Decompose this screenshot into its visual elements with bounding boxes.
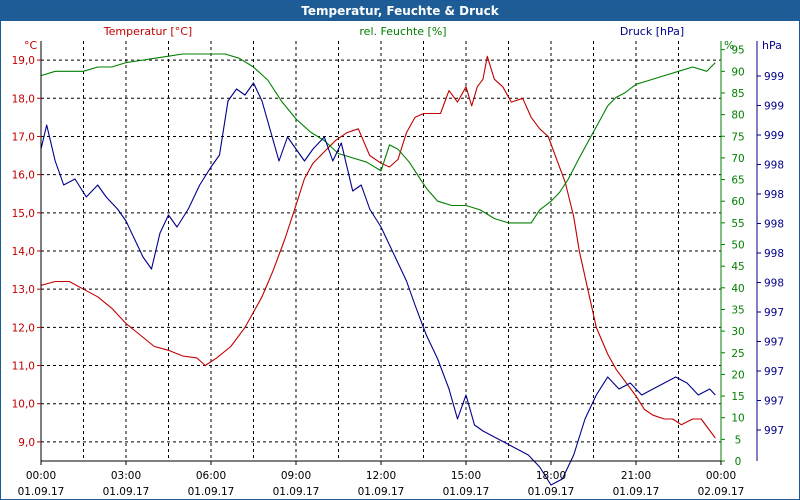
x-tick-date: 01.09.17 xyxy=(103,486,150,498)
pressure-tick-label: 999 xyxy=(764,130,784,142)
humidity-tick-label: 30 xyxy=(731,326,744,338)
x-tick-time: 09:00 xyxy=(281,470,311,482)
pressure-tick-label: 997 xyxy=(764,366,784,378)
temp-tick-label: 19,0 xyxy=(12,55,35,67)
pressure-tick-label: 998 xyxy=(764,160,784,172)
humidity-tick-label: 0 xyxy=(735,456,742,468)
x-tick-date: 01.09.17 xyxy=(358,486,405,498)
axes xyxy=(37,41,761,465)
humidity-tick-label: 20 xyxy=(731,369,744,381)
x-tick-time: 12:00 xyxy=(366,470,396,482)
temp-tick-label: 11,0 xyxy=(12,361,35,373)
humidity-tick-label: 65 xyxy=(731,175,744,187)
temp-tick-label: 17,0 xyxy=(12,131,35,143)
pressure-tick-label: 998 xyxy=(764,189,784,201)
temperature-series-line xyxy=(40,55,716,439)
x-tick-time: 00:00 xyxy=(26,470,56,482)
x-tick-time: 18:00 xyxy=(536,470,566,482)
humidity-tick-label: 25 xyxy=(731,348,744,360)
x-tick-time: 03:00 xyxy=(111,470,141,482)
humidity-tick-label: 35 xyxy=(731,304,744,316)
x-tick-date: 01.09.17 xyxy=(443,486,490,498)
temp-tick-label: 10,0 xyxy=(12,399,35,411)
temp-tick-label: 13,0 xyxy=(12,284,35,296)
humidity-tick-label: 15 xyxy=(731,391,744,403)
series-layer xyxy=(40,53,716,486)
humidity-series-line xyxy=(40,53,716,224)
humidity-tick-label: 95 xyxy=(731,45,744,57)
pressure-unit: hPa xyxy=(762,39,782,52)
pressure-axis-title: Druck [hPa] xyxy=(620,25,684,38)
humidity-tick-label: 75 xyxy=(731,131,744,143)
x-tick-time: 00:00 xyxy=(706,470,736,482)
labels: 19,0 18,0 17,0 16,0 15,0 14,0 13,0 12,0 11,0 10,0… xyxy=(12,25,784,498)
grid xyxy=(41,41,722,461)
humidity-tick-label: 70 xyxy=(731,153,744,165)
x-tick-time: 21:00 xyxy=(621,470,651,482)
humidity-tick-label: 60 xyxy=(731,196,744,208)
pressure-tick-label: 999 xyxy=(764,101,784,113)
pressure-tick-label: 997 xyxy=(764,307,784,319)
pressure-tick-label: 998 xyxy=(764,278,784,290)
pressure-tick-label: 998 xyxy=(764,248,784,260)
temp-tick-label: 12,0 xyxy=(12,322,35,334)
temp-tick-label: 15,0 xyxy=(12,208,35,220)
x-tick-date: 01.09.17 xyxy=(613,486,660,498)
temperature-axis-title: Temperatur [°C] xyxy=(103,25,192,38)
humidity-tick-label: 10 xyxy=(731,413,744,425)
x-tick-date: 02.09.17 xyxy=(698,486,745,498)
x-tick-date: 01.09.17 xyxy=(528,486,575,498)
pressure-tick-label: 997 xyxy=(764,425,784,437)
pressure-tick-label: 997 xyxy=(764,396,784,408)
humidity-tick-label: 40 xyxy=(731,283,744,295)
humidity-unit: % xyxy=(724,39,734,52)
humidity-tick-label: 50 xyxy=(731,240,744,252)
temp-tick-label: 16,0 xyxy=(12,170,35,182)
pressure-tick-label: 999 xyxy=(764,71,784,83)
temp-tick-label: 14,0 xyxy=(12,246,35,258)
pressure-series-line xyxy=(40,82,716,486)
humidity-tick-label: 80 xyxy=(731,110,744,122)
x-tick-time: 06:00 xyxy=(196,470,226,482)
humidity-tick-label: 45 xyxy=(731,261,744,273)
pressure-tick-label: 997 xyxy=(764,337,784,349)
x-tick-date: 01.09.17 xyxy=(18,486,65,498)
temperature-unit: °C xyxy=(24,39,38,52)
humidity-tick-label: 90 xyxy=(731,66,744,78)
pressure-tick-label: 998 xyxy=(764,219,784,231)
temp-tick-label: 18,0 xyxy=(12,93,35,105)
window-title: Temperatur, Feuchte & Druck xyxy=(1,1,799,21)
humidity-tick-label: 55 xyxy=(731,218,744,230)
x-tick-date: 01.09.17 xyxy=(188,486,235,498)
humidity-axis-title: rel. Feuchte [%] xyxy=(359,25,446,38)
x-tick-date: 01.09.17 xyxy=(273,486,320,498)
temp-tick-label: 9,0 xyxy=(18,437,35,449)
humidity-tick-label: 85 xyxy=(731,88,744,100)
x-tick-time: 15:00 xyxy=(451,470,481,482)
humidity-tick-label: 5 xyxy=(735,434,742,446)
